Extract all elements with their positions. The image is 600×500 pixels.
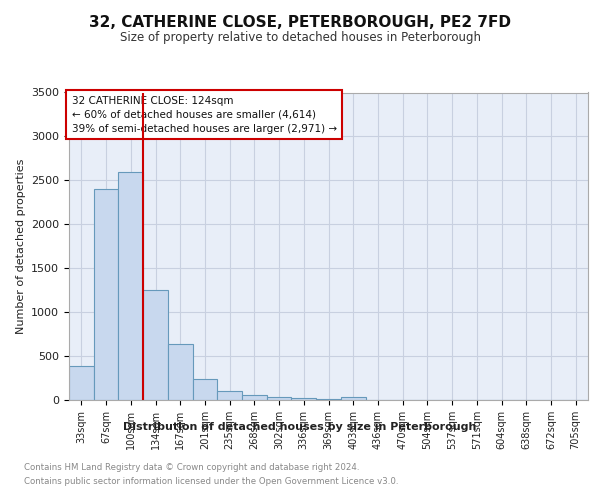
Bar xyxy=(193,379,217,400)
Bar xyxy=(316,399,341,400)
Text: Contains HM Land Registry data © Crown copyright and database right 2024.: Contains HM Land Registry data © Crown c… xyxy=(24,463,359,472)
Bar xyxy=(168,344,193,400)
Bar xyxy=(94,189,118,400)
Text: Size of property relative to detached houses in Peterborough: Size of property relative to detached ho… xyxy=(119,31,481,44)
Text: Distribution of detached houses by size in Peterborough: Distribution of detached houses by size … xyxy=(124,422,476,432)
Bar xyxy=(118,172,143,400)
Text: 32, CATHERINE CLOSE, PETERBOROUGH, PE2 7FD: 32, CATHERINE CLOSE, PETERBOROUGH, PE2 7… xyxy=(89,15,511,30)
Bar xyxy=(292,398,316,400)
Bar xyxy=(143,290,168,400)
Text: Contains public sector information licensed under the Open Government Licence v3: Contains public sector information licen… xyxy=(24,476,398,486)
Bar xyxy=(217,391,242,400)
Bar xyxy=(69,366,94,400)
Bar xyxy=(242,395,267,400)
Bar xyxy=(341,398,365,400)
Bar xyxy=(267,397,292,400)
Text: 32 CATHERINE CLOSE: 124sqm
← 60% of detached houses are smaller (4,614)
39% of s: 32 CATHERINE CLOSE: 124sqm ← 60% of deta… xyxy=(71,96,337,134)
Y-axis label: Number of detached properties: Number of detached properties xyxy=(16,158,26,334)
